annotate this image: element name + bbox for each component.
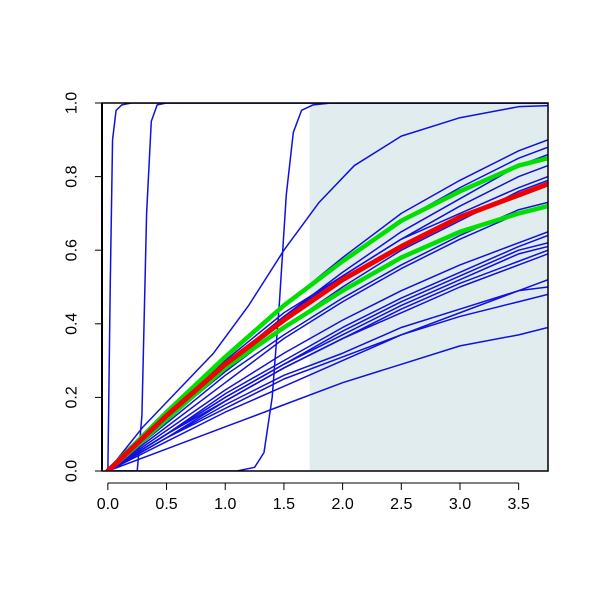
blue-series-line-11 [107,245,548,471]
blue-series-line-15 [107,286,548,471]
blue-series-line-13 [107,253,548,471]
blue-series-line-16 [107,293,548,471]
red-series-line-25 [105,181,548,471]
blue-series-line-22 [107,103,548,471]
x-tick-label: 0.0 [97,496,119,513]
x-tick-label: 1.5 [273,496,295,513]
series-layer [105,103,548,471]
y-tick-label: 0.2 [64,386,81,408]
blue-series-line-18 [107,326,548,471]
blue-series-line-19 [107,104,548,471]
x-tick-label: 3.5 [508,496,530,513]
x-tick-label: 0.5 [155,496,177,513]
green-series-line-24 [105,155,548,471]
y-axis: 0.0 0.2 0.4 0.6 0.8 1.0 [64,92,102,482]
y-tick-label: 0.4 [64,313,81,335]
x-tick-label: 2.5 [390,496,412,513]
blue-series-line-20 [107,103,548,471]
y-tick-label: 0.0 [64,460,81,482]
blue-series-line-9 [107,234,548,471]
y-tick-label: 1.0 [64,92,81,114]
x-tick-label: 2.0 [331,496,353,513]
blue-series-line-17 [107,278,548,471]
blue-series-line-14 [107,231,548,471]
x-tick-label: 3.0 [449,496,471,513]
green-series-line-23 [105,203,548,471]
blue-series-line-7 [107,205,548,471]
y-tick-label: 0.6 [64,239,81,261]
x-tick-label: 1.0 [214,496,236,513]
x-axis: 0.0 0.5 1.0 1.5 2.0 2.5 3.0 3.5 [97,482,530,513]
y-tick-label: 0.8 [64,165,81,187]
